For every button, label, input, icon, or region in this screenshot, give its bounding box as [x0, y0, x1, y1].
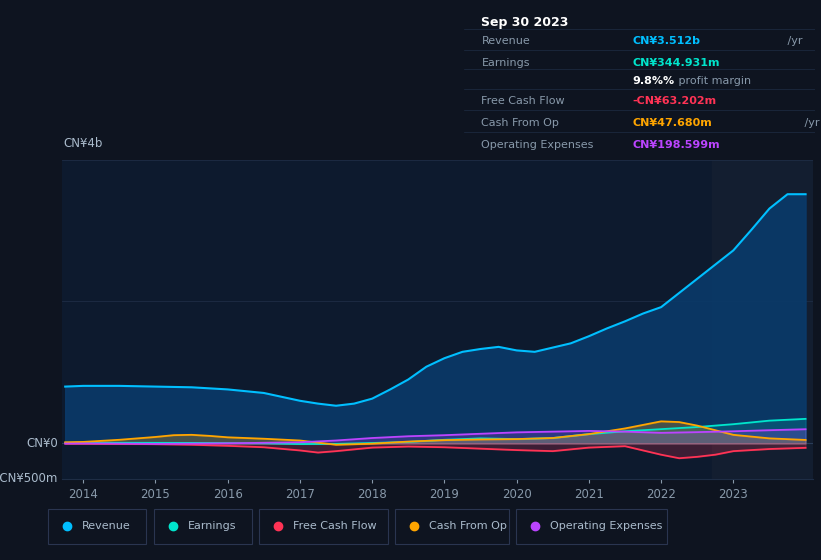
Text: Earnings: Earnings — [188, 521, 236, 531]
Text: CN¥47.680m: CN¥47.680m — [632, 118, 713, 128]
Text: /yr: /yr — [784, 36, 803, 46]
Text: /yr: /yr — [818, 58, 821, 68]
Text: CN¥4b: CN¥4b — [64, 137, 103, 150]
Text: CN¥0: CN¥0 — [26, 437, 57, 450]
Text: Cash From Op: Cash From Op — [481, 118, 559, 128]
Text: /yr: /yr — [818, 139, 821, 150]
Text: Operating Expenses: Operating Expenses — [550, 521, 663, 531]
Text: Free Cash Flow: Free Cash Flow — [293, 521, 377, 531]
Bar — [712, 160, 813, 479]
Text: CN¥198.599m: CN¥198.599m — [632, 139, 720, 150]
Text: Operating Expenses: Operating Expenses — [481, 139, 594, 150]
Text: -CN¥63.202m: -CN¥63.202m — [632, 96, 717, 106]
Text: profit margin: profit margin — [675, 77, 751, 86]
Text: /yr: /yr — [801, 118, 819, 128]
Text: Cash From Op: Cash From Op — [429, 521, 507, 531]
Text: 9.8%%: 9.8%% — [632, 77, 675, 86]
Text: Earnings: Earnings — [481, 58, 530, 68]
Text: /yr: /yr — [818, 96, 821, 106]
Text: Revenue: Revenue — [481, 36, 530, 46]
Text: Sep 30 2023: Sep 30 2023 — [481, 16, 569, 29]
Text: Revenue: Revenue — [82, 521, 131, 531]
Text: CN¥344.931m: CN¥344.931m — [632, 58, 720, 68]
Text: CN¥3.512b: CN¥3.512b — [632, 36, 700, 46]
Text: Free Cash Flow: Free Cash Flow — [481, 96, 565, 106]
Text: -CN¥500m: -CN¥500m — [0, 472, 57, 486]
